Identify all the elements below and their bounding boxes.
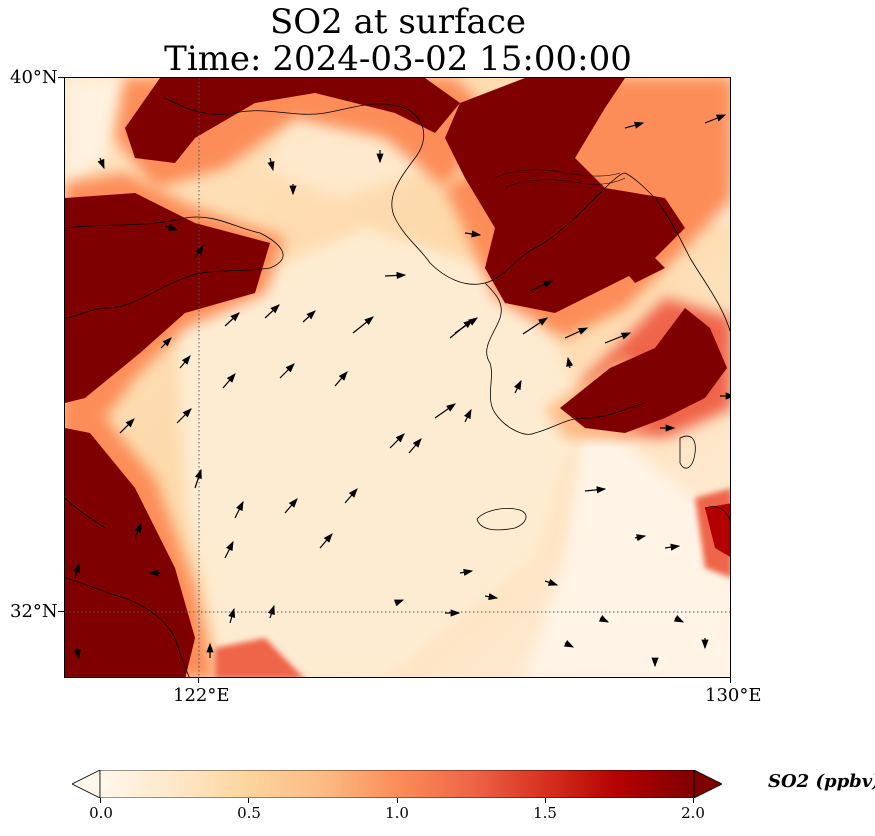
- cbar-tick-10: 1.0: [385, 804, 409, 822]
- colorbar-gradient: [100, 770, 694, 798]
- wind-arrow: [384, 271, 407, 280]
- lat-label-32n: 32°N: [10, 601, 58, 622]
- wind-arrow: [97, 157, 105, 170]
- wind-arrow: [624, 121, 645, 129]
- wind-arrow: [179, 355, 191, 369]
- wind-arrow: [393, 599, 405, 607]
- wind-arrow: [544, 578, 559, 586]
- cbar-tickmark: [545, 798, 546, 803]
- wind-arrow: [164, 223, 179, 231]
- wind-arrow: [344, 488, 358, 504]
- lon-tick-130e: [730, 678, 731, 683]
- wind-arrow: [224, 312, 240, 327]
- wind-arrow: [222, 373, 236, 389]
- wind-arrow: [673, 615, 685, 623]
- lat-label-40n: 40°N: [10, 67, 58, 88]
- cbar-tick-05: 0.5: [237, 804, 261, 822]
- wind-arrow: [564, 327, 589, 339]
- lat-tick-40n: [58, 77, 64, 78]
- wind-vectors: [73, 114, 730, 668]
- wind-arrow: [484, 593, 499, 601]
- lon-label-122e: 122°E: [173, 685, 230, 706]
- wind-arrow: [584, 486, 607, 494]
- gridlines: [65, 78, 730, 677]
- map-time-subtitle: Time: 2024-03-02 15:00:00: [164, 39, 632, 79]
- wind-arrow: [267, 157, 275, 172]
- wind-arrow: [563, 640, 575, 648]
- wind-arrow: [352, 316, 374, 334]
- wind-arrow: [334, 371, 348, 387]
- colorbar-label: SO2 (ppbv): [768, 771, 875, 792]
- wind-arrow: [566, 356, 574, 369]
- wind-arrow: [160, 337, 172, 349]
- cbar-tick-0: 0.0: [89, 804, 113, 822]
- wind-arrow: [464, 408, 472, 423]
- lon-label-130e: 130°E: [705, 685, 762, 706]
- cbar-tickmark: [100, 798, 101, 803]
- wind-arrow: [264, 304, 280, 319]
- cbar-tickmark: [397, 798, 398, 803]
- lon-tick-122e: [198, 678, 199, 683]
- colorbar-extend-max: [693, 770, 722, 798]
- wind-arrow: [634, 534, 647, 542]
- wind-arrow: [319, 533, 333, 549]
- coastlines: [65, 97, 730, 677]
- wind-arrow: [434, 403, 456, 419]
- wind-arrow: [267, 604, 275, 619]
- wind-arrow: [464, 230, 482, 238]
- wind-arrow: [134, 522, 142, 539]
- cbar-tickmark: [693, 798, 694, 803]
- wind-arrow: [176, 408, 192, 424]
- so2-field: [65, 78, 730, 677]
- wind-arrow: [119, 418, 135, 434]
- wind-arrow: [598, 615, 610, 623]
- lat-tick-32n: [58, 611, 64, 612]
- wind-arrow: [529, 280, 554, 292]
- wind-arrow: [194, 468, 202, 489]
- cbar-tick-15: 1.5: [533, 804, 557, 822]
- wind-arrow: [284, 498, 298, 514]
- wind-arrow: [194, 245, 204, 259]
- wind-arrow: [522, 317, 548, 335]
- so2-map-svg: [65, 78, 730, 677]
- colorbar-extend-min: [72, 770, 101, 798]
- wind-arrow: [704, 114, 727, 124]
- map-panel[interactable]: [64, 77, 731, 678]
- wind-arrow: [302, 310, 316, 323]
- wind-arrow: [73, 562, 81, 579]
- wind-arrow: [73, 647, 81, 660]
- wind-arrow: [604, 332, 632, 344]
- wind-arrow: [234, 500, 244, 519]
- wind-arrow: [514, 379, 522, 394]
- wind-arrow: [408, 438, 422, 454]
- wind-arrow: [224, 540, 234, 559]
- colorbar: [72, 770, 722, 798]
- cbar-tickmark: [248, 798, 249, 803]
- wind-arrow: [228, 607, 236, 624]
- wind-arrow: [459, 568, 474, 576]
- cbar-tick-20: 2.0: [681, 804, 705, 822]
- map-title: SO2 at surface: [270, 2, 526, 42]
- wind-arrow: [389, 433, 405, 449]
- wind-arrow: [279, 363, 295, 379]
- wind-arrow: [454, 317, 478, 334]
- wind-arrow: [664, 543, 681, 551]
